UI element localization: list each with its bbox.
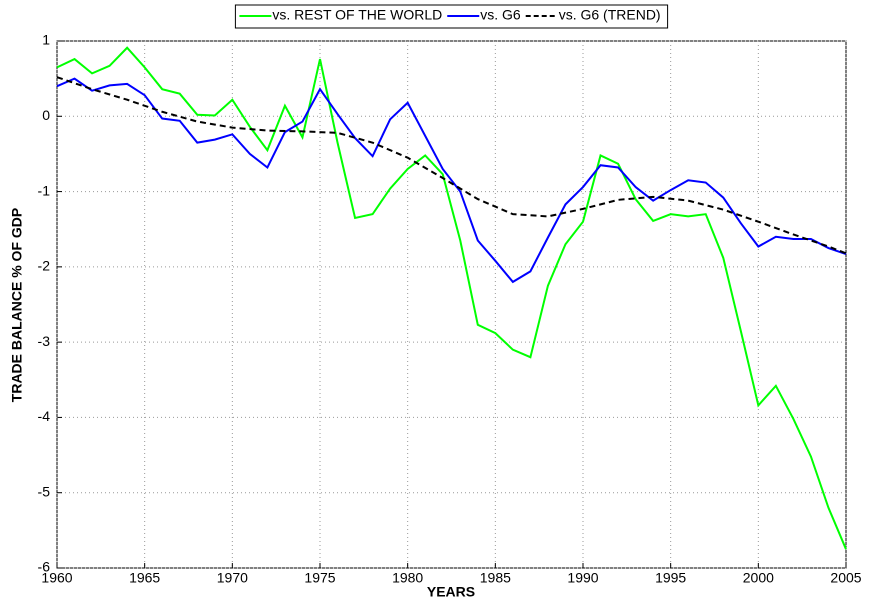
x-tick-label: 1980 <box>392 570 423 586</box>
y-tick-label: -5 <box>38 483 51 499</box>
x-tick-label: 2000 <box>743 570 774 586</box>
legend-label: vs. REST OF THE WORLD <box>272 7 442 23</box>
series-line <box>56 46 847 550</box>
series-line <box>56 76 847 255</box>
x-tick-label: 2005 <box>830 570 861 586</box>
y-tick-label: -1 <box>38 182 51 198</box>
x-tick-label: 1990 <box>567 570 598 586</box>
y-tick-label: -3 <box>38 333 51 349</box>
x-tick-label: 1985 <box>480 570 511 586</box>
y-tick-label: -6 <box>38 559 51 575</box>
plot-frame <box>56 40 847 569</box>
y-tick-label: 1 <box>42 32 50 48</box>
y-tick-label: -4 <box>38 408 51 424</box>
legend-label: vs. G6 <box>480 7 521 23</box>
x-tick-label: 1975 <box>304 570 335 586</box>
legend-label: vs. G6 (TREND) <box>559 7 661 23</box>
x-axis-label: YEARS <box>427 584 475 600</box>
x-tick-label: 1960 <box>41 570 72 586</box>
series-line <box>56 77 847 284</box>
x-tick-label: 1965 <box>129 570 160 586</box>
y-tick-label: -2 <box>38 258 51 274</box>
x-tick-label: 1995 <box>655 570 686 586</box>
y-tick-label: 0 <box>42 107 50 123</box>
x-tick-label: 1970 <box>217 570 248 586</box>
y-axis-label: TRADE BALANCE % OF GDP <box>9 208 25 402</box>
